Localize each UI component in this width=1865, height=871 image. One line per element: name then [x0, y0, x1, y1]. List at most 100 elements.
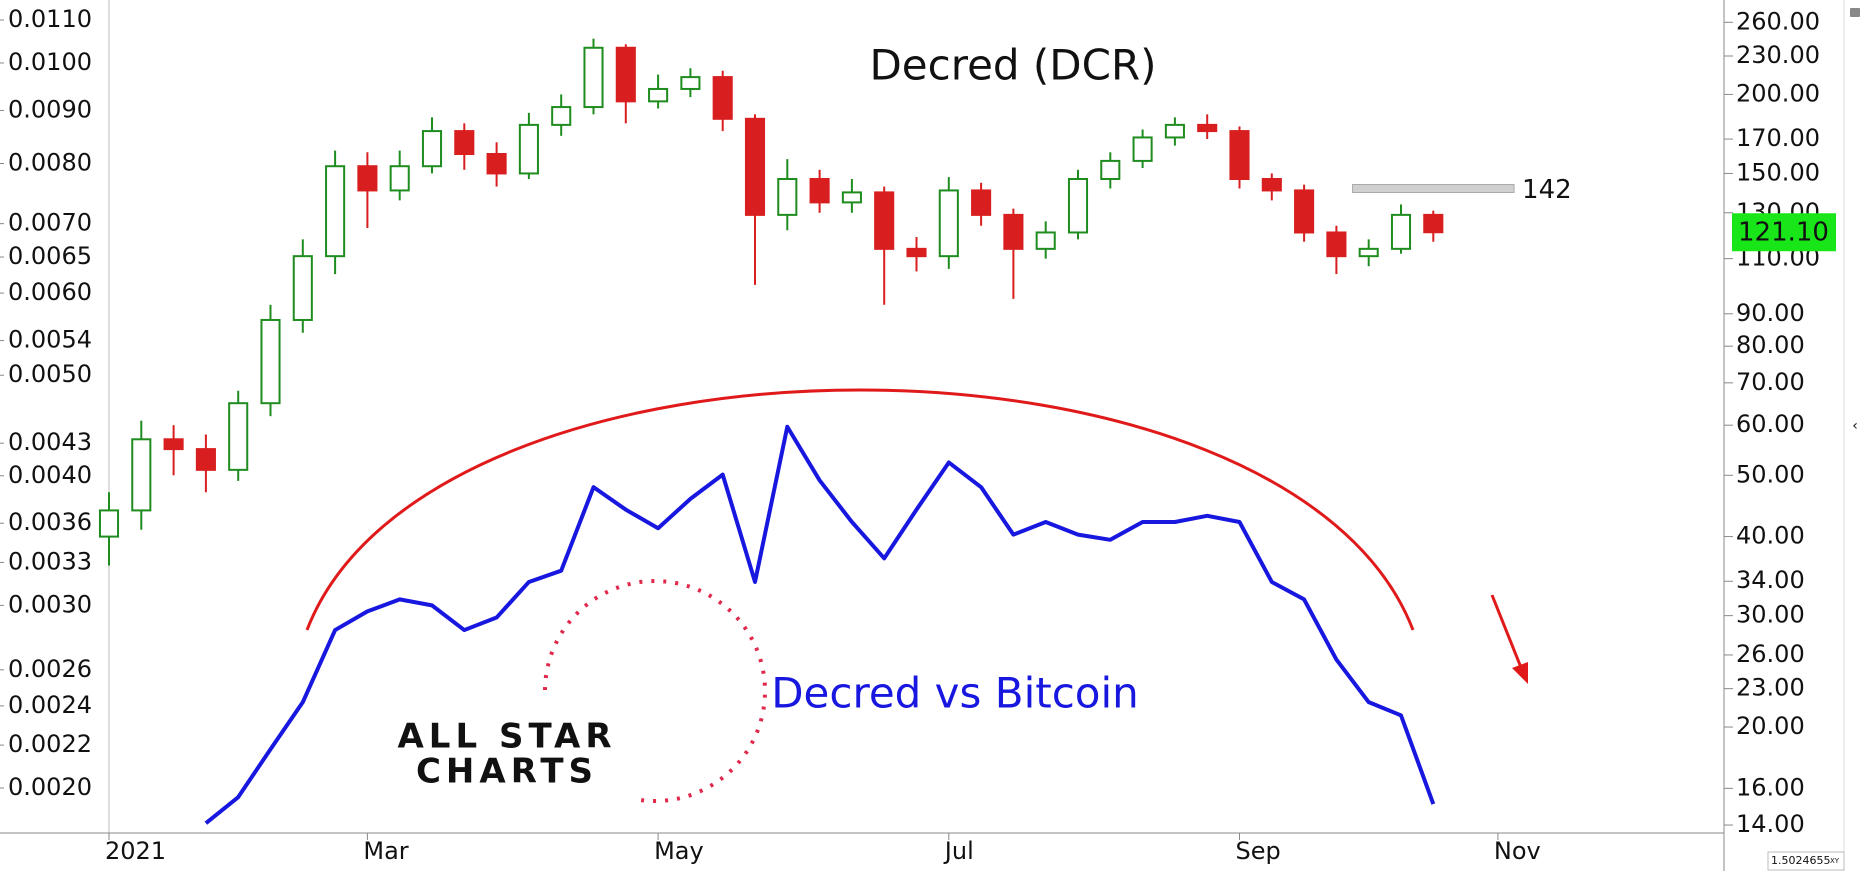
- y2-tick-label: 80.00: [1736, 331, 1805, 359]
- candle-body: [1164, 123, 1185, 139]
- candle-body: [325, 165, 346, 258]
- y2-tick-label: 23.00: [1736, 674, 1805, 702]
- level-line: [1352, 184, 1515, 194]
- y-tick-label: 0.0033: [8, 547, 92, 575]
- y-tick-label: 0.0040: [8, 461, 92, 489]
- candle-body: [874, 191, 895, 250]
- y-tick-label: 0.0060: [8, 278, 92, 306]
- corner-suffix: XY: [1830, 857, 1840, 865]
- candle-body: [1294, 189, 1315, 234]
- candle-body: [938, 189, 959, 258]
- candle-body: [421, 130, 443, 168]
- y2-tick-label: 150.00: [1736, 158, 1820, 186]
- x-tick-label: Nov: [1494, 837, 1541, 865]
- y2-tick-label: 14.00: [1736, 810, 1805, 838]
- candle-body: [648, 87, 669, 103]
- candle-body: [1035, 231, 1056, 250]
- lock-icon[interactable]: [1850, 8, 1860, 17]
- corner-label: 1.5024655: [1771, 854, 1831, 867]
- candle-body: [777, 177, 798, 216]
- candle-body: [454, 130, 475, 155]
- y2-tick-label: 200.00: [1736, 79, 1820, 107]
- candle-body: [906, 247, 927, 258]
- candle-body: [357, 165, 378, 192]
- candle-body: [551, 106, 572, 126]
- candle-body: [744, 117, 766, 216]
- y2-tick-label: 34.00: [1736, 566, 1805, 594]
- arrow-head: [1512, 662, 1528, 684]
- candle-body: [1132, 136, 1153, 162]
- candle-body: [1358, 247, 1379, 258]
- y2-tick-label: 70.00: [1736, 368, 1805, 396]
- level-label: 142: [1522, 175, 1572, 205]
- candle-body: [228, 402, 249, 471]
- y-tick-label: 0.0050: [8, 360, 92, 388]
- ratio-line: [204, 424, 1436, 825]
- corner-box: [1767, 851, 1845, 871]
- y-tick-label: 0.0026: [8, 655, 92, 683]
- y-tick-label: 0.0054: [8, 326, 92, 354]
- y-tick-label: 0.0043: [8, 428, 92, 456]
- y2-tick-label: 60.00: [1736, 410, 1805, 438]
- candle-body: [1390, 213, 1412, 250]
- candle-body: [98, 509, 120, 538]
- candle-body: [1423, 213, 1444, 234]
- arc-annotation: [305, 388, 1415, 631]
- y-tick-label: 0.0110: [8, 5, 92, 33]
- chart-title: Decred (DCR): [869, 41, 1156, 90]
- collapse-arrow[interactable]: ‹: [1852, 418, 1858, 434]
- candle-body: [195, 448, 216, 471]
- x-tick-label: May: [654, 837, 704, 865]
- candle-body: [292, 255, 313, 321]
- y-tick-label: 0.0090: [8, 95, 92, 123]
- candle-body: [1197, 123, 1218, 133]
- y-tick-label: 0.0022: [8, 730, 92, 758]
- y-tick-label: 0.0070: [8, 209, 92, 237]
- y2-tick-label: 170.00: [1736, 124, 1820, 152]
- candle-body: [131, 438, 152, 512]
- candle-body: [971, 189, 992, 216]
- candle-body: [486, 152, 507, 175]
- candle-body: [260, 318, 281, 405]
- y-tick-label: 0.0065: [8, 242, 92, 270]
- candle-body: [389, 165, 410, 192]
- candle-body: [1261, 177, 1282, 192]
- candle-body: [518, 123, 539, 175]
- y-tick-label: 0.0100: [8, 48, 92, 76]
- y2-tick-label: 230.00: [1736, 41, 1820, 69]
- x-tick-label: Jul: [943, 837, 974, 865]
- x-tick-label: Mar: [363, 837, 408, 865]
- y2-tick-label: 16.00: [1736, 773, 1805, 801]
- candle-body: [1067, 177, 1089, 234]
- y2-tick-label: 30.00: [1736, 601, 1805, 629]
- candle-body: [841, 191, 862, 204]
- arrow-shaft: [1490, 594, 1524, 671]
- last-price-badge: [1732, 213, 1836, 252]
- logo: ALL STAR CHARTS: [397, 579, 767, 804]
- logo-line2: CHARTS: [416, 752, 598, 792]
- candle-body: [615, 46, 636, 103]
- candle-body: [1100, 159, 1121, 180]
- candle-body: [1326, 231, 1347, 258]
- y2-tick-label: 50.00: [1736, 460, 1805, 488]
- x-tick-label: Sep: [1236, 837, 1281, 865]
- candle-body: [583, 46, 604, 109]
- candle-body: [809, 177, 830, 204]
- y2-tick-label: 260.00: [1736, 7, 1820, 35]
- y-tick-label: 0.0036: [8, 508, 92, 536]
- candle-body: [1229, 130, 1250, 180]
- y-tick-label: 0.0030: [8, 590, 92, 618]
- candle-body: [712, 76, 733, 120]
- y-tick-label: 0.0080: [8, 148, 92, 176]
- y2-tick-label: 90.00: [1736, 299, 1805, 327]
- series-label: Decred vs Bitcoin: [771, 669, 1139, 718]
- y2-tick-label: 40.00: [1736, 522, 1805, 550]
- last-price-label: 121.10: [1738, 218, 1829, 248]
- x-tick-label: 2021: [105, 837, 166, 865]
- y-tick-label: 0.0020: [8, 773, 92, 801]
- logo-stars: [543, 579, 767, 804]
- y2-tick-label: 20.00: [1736, 712, 1805, 740]
- candle-body: [1003, 213, 1024, 250]
- y-tick-label: 0.0024: [8, 691, 92, 719]
